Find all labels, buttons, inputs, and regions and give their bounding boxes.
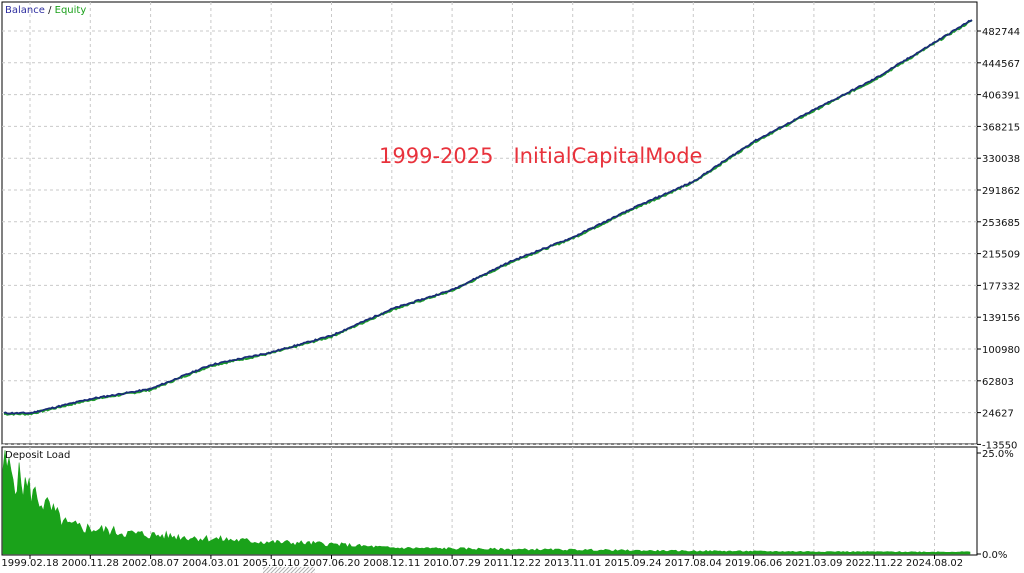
load-tick-label: 25.0% bbox=[982, 449, 1014, 460]
chart-legend: Balance / Equity bbox=[5, 5, 86, 16]
y-tick-label: -13550 bbox=[982, 440, 1017, 451]
y-tick-label: 100980 bbox=[982, 345, 1020, 356]
balance-equity-panel: 482744 444567 406391 368215 330038 291862 2536… bbox=[1, 1, 1020, 451]
legend-balance: Balance bbox=[5, 5, 45, 16]
legend-equity: Equity bbox=[55, 5, 87, 16]
x-tick-label: 2000.11.28 bbox=[62, 558, 119, 569]
deposit-load-area bbox=[2, 450, 971, 555]
y-tick-label: 177332 bbox=[982, 281, 1020, 292]
y-tick-label: 62803 bbox=[982, 377, 1014, 388]
deposit-load-panel: 25.0% 0.0% Deposit Load bbox=[1, 446, 1014, 561]
x-tick-label: 2024.08.02 bbox=[906, 558, 963, 569]
balance-y-axis: 482744 444567 406391 368215 330038 291862 2536… bbox=[977, 27, 1020, 451]
deposit-load-fill bbox=[2, 450, 971, 555]
y-tick-label: 330038 bbox=[982, 154, 1020, 165]
svg-text:Balance / Equi: Balance / Equity bbox=[5, 5, 86, 16]
x-tick-label: 2007.06.20 bbox=[303, 558, 360, 569]
load-tick-label: 0.0% bbox=[982, 550, 1007, 561]
x-tick-label: 2005.10.10 bbox=[243, 558, 300, 569]
x-tick-label: 2015.09.24 bbox=[604, 558, 661, 569]
x-tick-label: 2022.11.22 bbox=[846, 558, 903, 569]
x-tick-label: 1999.02.18 bbox=[1, 558, 58, 569]
balance-line bbox=[3, 19, 973, 415]
y-tick-label: 139156 bbox=[982, 313, 1020, 324]
balance-equity-series bbox=[3, 19, 973, 416]
x-tick-label: 2004.03.01 bbox=[182, 558, 239, 569]
x-tick-label: 2021.03.09 bbox=[785, 558, 842, 569]
y-tick-label: 291862 bbox=[982, 186, 1020, 197]
y-tick-label: 215509 bbox=[982, 250, 1020, 261]
y-tick-label: 253685 bbox=[982, 218, 1020, 229]
x-tick-label: 2011.12.22 bbox=[484, 558, 541, 569]
y-tick-label: 482744 bbox=[982, 27, 1020, 38]
chart-annotation: 1999-2025 InitialCapitalMode bbox=[379, 144, 702, 168]
y-tick-label: 24627 bbox=[982, 409, 1014, 420]
x-tick-label: 2002.08.07 bbox=[122, 558, 179, 569]
deposit-load-y-axis: 25.0% 0.0% bbox=[977, 449, 1014, 561]
balance-grid bbox=[2, 2, 977, 445]
legend-separator: / bbox=[48, 5, 52, 16]
deposit-load-grid bbox=[29, 447, 935, 555]
time-axis: 1999.02.18 2000.11.28 2002.08.07 2004.03.01… bbox=[1, 555, 963, 569]
scroll-marker[interactable] bbox=[263, 567, 315, 573]
deposit-load-title: Deposit Load bbox=[5, 450, 70, 461]
x-tick-label: 2013.11.01 bbox=[544, 558, 601, 569]
y-tick-label: 406391 bbox=[982, 91, 1020, 102]
x-tick-label: 2010.07.29 bbox=[423, 558, 480, 569]
y-tick-label: 368215 bbox=[982, 122, 1020, 133]
y-tick-label: 444567 bbox=[982, 59, 1020, 70]
x-tick-label: 2019.06.06 bbox=[725, 558, 782, 569]
x-tick-label: 2017.08.04 bbox=[665, 558, 722, 569]
x-tick-label: 2008.12.11 bbox=[363, 558, 420, 569]
